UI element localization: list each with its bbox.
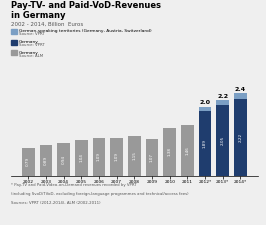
- Text: German-speaking territories (Germany, Austria, Switzerland): German-speaking territories (Germany, Au…: [19, 29, 152, 33]
- Text: Germany: Germany: [19, 40, 39, 44]
- Bar: [75, 140, 88, 176]
- Text: Source: VPRT: Source: VPRT: [19, 32, 45, 36]
- Text: Sources: VPRT (2012-2014), ALM (2002-2011): Sources: VPRT (2012-2014), ALM (2002-201…: [11, 201, 100, 205]
- Text: 0.79: 0.79: [26, 157, 30, 166]
- Bar: [199, 107, 211, 110]
- Text: 1.09: 1.09: [97, 152, 101, 161]
- Bar: [22, 148, 35, 176]
- Text: 1.89: 1.89: [203, 139, 207, 148]
- Text: Source: ALM: Source: ALM: [19, 54, 43, 58]
- Text: 2.22: 2.22: [238, 133, 242, 142]
- Text: (including SvoD/TVoD, excluding foreign-language programmes and technical/access: (including SvoD/TVoD, excluding foreign-…: [11, 192, 188, 196]
- Text: 1.09: 1.09: [115, 152, 119, 161]
- Bar: [234, 99, 247, 176]
- Bar: [40, 145, 52, 176]
- Text: 2002 - 2014, Billion  Euros: 2002 - 2014, Billion Euros: [11, 21, 83, 26]
- Bar: [163, 128, 176, 176]
- Bar: [234, 93, 247, 99]
- Text: Germany: Germany: [19, 51, 39, 55]
- Text: 2.4: 2.4: [235, 87, 246, 92]
- Bar: [93, 138, 105, 176]
- Text: 1.04: 1.04: [79, 153, 83, 162]
- Bar: [216, 105, 229, 176]
- Bar: [57, 143, 70, 176]
- Text: 1.38: 1.38: [168, 147, 172, 156]
- Bar: [199, 110, 211, 176]
- Text: 2.05: 2.05: [221, 136, 225, 145]
- Text: 1.46: 1.46: [185, 146, 189, 155]
- Bar: [181, 125, 194, 176]
- Bar: [110, 138, 123, 176]
- Text: Source: VPRT: Source: VPRT: [19, 43, 45, 47]
- Text: 1.07: 1.07: [150, 153, 154, 162]
- Bar: [128, 136, 141, 176]
- Text: 0.94: 0.94: [62, 155, 66, 164]
- Text: 0.89: 0.89: [44, 156, 48, 165]
- Text: 2.2: 2.2: [217, 94, 228, 99]
- Text: in Germany: in Germany: [11, 11, 65, 20]
- Text: Pay-TV- and Paid-VoD-Revenues: Pay-TV- and Paid-VoD-Revenues: [11, 1, 161, 10]
- Bar: [146, 139, 158, 176]
- Text: 1.15: 1.15: [132, 151, 136, 160]
- Bar: [216, 100, 229, 105]
- Text: 2.0: 2.0: [200, 100, 211, 105]
- Text: * Pay-TV and Paid-Video-on-Demand revenues recorded by VPRT: * Pay-TV and Paid-Video-on-Demand revenu…: [11, 183, 136, 187]
